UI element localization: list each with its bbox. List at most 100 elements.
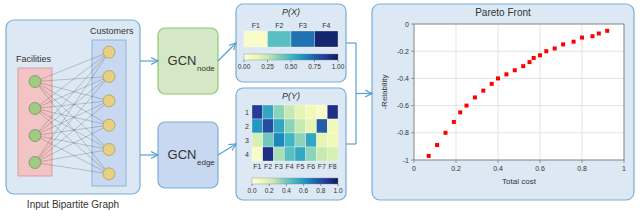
colorbar-tick-label: 0.4	[282, 187, 291, 194]
x-tick-label: F4	[322, 22, 330, 29]
colorbar-tick	[286, 184, 287, 186]
heatmap-cell	[252, 133, 263, 147]
boxes: FacilitiesCustomersInput Bipartite Graph…	[6, 4, 634, 210]
graph-edge	[35, 77, 109, 136]
y-tick	[411, 132, 414, 133]
y-tick-label: 1	[245, 109, 249, 116]
customer-node	[103, 71, 115, 83]
point	[591, 34, 595, 38]
point	[427, 154, 431, 158]
grid-line	[540, 24, 541, 160]
point	[465, 104, 469, 108]
graph-edge	[35, 136, 109, 174]
point	[496, 76, 500, 80]
colorbar-tick	[314, 60, 315, 62]
heatmap-cell	[274, 147, 285, 161]
graph-edge	[35, 109, 109, 126]
graph-box	[6, 20, 140, 194]
colorbar-tick-label: 0.6	[299, 187, 308, 194]
point	[452, 120, 456, 124]
point	[458, 110, 462, 114]
colorbar-tick	[244, 60, 245, 62]
y-tick	[411, 24, 414, 25]
point	[490, 82, 494, 86]
graph-edge	[35, 101, 109, 136]
heatmap-cell	[317, 147, 328, 161]
x-tick	[582, 160, 583, 163]
graph-edge	[35, 125, 109, 162]
heatmap-panel: P(X)F1F2F3F40.000.250.500.751.00	[236, 4, 346, 82]
grid-line	[414, 78, 624, 79]
heatmap-cell	[284, 147, 295, 161]
y-tick-label: -1	[403, 157, 409, 164]
colorbar-tick-label: 1.0	[333, 187, 342, 194]
grid-line	[498, 24, 499, 160]
gcn-edge: GCNedge	[158, 122, 218, 188]
graph-edge	[35, 82, 109, 150]
colorbar-tick-label: 0.75	[308, 63, 321, 70]
heatmap-cell	[327, 147, 338, 161]
gcn-edge-box	[158, 122, 218, 188]
facility-node	[29, 76, 41, 88]
heatmap-cell	[252, 105, 263, 119]
x-tick-label: F3	[275, 163, 283, 170]
point	[580, 36, 584, 40]
heatmap-cell	[317, 119, 328, 133]
pareto-box	[372, 4, 634, 200]
x-tick-label: F1	[253, 163, 261, 170]
point	[538, 53, 542, 57]
point	[435, 143, 439, 147]
heatmap-cell	[327, 105, 338, 119]
x-tick	[624, 160, 625, 163]
arrow	[140, 60, 158, 61]
heatmap-cell	[315, 31, 339, 47]
customers-box	[92, 40, 126, 186]
title: P(X)	[282, 7, 300, 17]
graph-edge	[35, 82, 109, 174]
colorbar-tick	[267, 60, 268, 62]
grid-line	[582, 24, 583, 160]
graph-edge	[35, 101, 109, 163]
graph-edge	[35, 125, 109, 135]
graph-edge	[35, 150, 109, 163]
heatmap-cell	[284, 105, 295, 119]
connector	[346, 143, 356, 144]
y-axis-label: -Relability	[380, 74, 389, 109]
point	[481, 89, 485, 93]
colorbar	[252, 178, 338, 184]
gcn-label: GCN	[168, 147, 197, 162]
colorbar-tick-label: 0.0	[247, 187, 256, 194]
customer-node	[103, 95, 115, 107]
colorbar-tick	[291, 60, 292, 62]
y-tick-label: -0.2	[397, 48, 409, 55]
grid-line	[414, 51, 624, 52]
y-tick-label: 4	[245, 151, 249, 158]
colorbar-tick	[303, 184, 304, 186]
colorbar-tick-label: 0.25	[261, 63, 274, 70]
point	[444, 131, 448, 135]
point	[528, 60, 532, 64]
x-tick-label: F7	[318, 163, 326, 170]
facilities-label: Facilities	[16, 54, 52, 64]
heatmap-panel: P(Y)F1F2F3F4F5F6F7F812340.00.20.40.60.81…	[236, 88, 346, 200]
heatmap-cell	[317, 133, 328, 147]
x-tick-label: F3	[299, 22, 307, 29]
heatmap-cell	[306, 133, 317, 147]
heatmap-cell	[268, 31, 292, 47]
x-tick-label: F8	[329, 163, 337, 170]
y-tick-label: 3	[245, 137, 249, 144]
heatmap-cell	[295, 119, 306, 133]
point	[572, 40, 576, 44]
x-tick-label: 0.8	[577, 165, 587, 172]
x-tick	[456, 160, 457, 163]
x-tick	[540, 160, 541, 163]
x-tick-label: F4	[286, 163, 294, 170]
colorbar-tick-label: 0.8	[316, 187, 325, 194]
point	[561, 42, 565, 46]
gcn-label: GCN	[168, 53, 197, 68]
x-tick-label: F2	[264, 163, 272, 170]
x-tick-label: 0.2	[451, 165, 461, 172]
grid-line	[456, 24, 457, 160]
facility-node	[29, 157, 41, 169]
y-tick-label: 2	[245, 123, 249, 130]
